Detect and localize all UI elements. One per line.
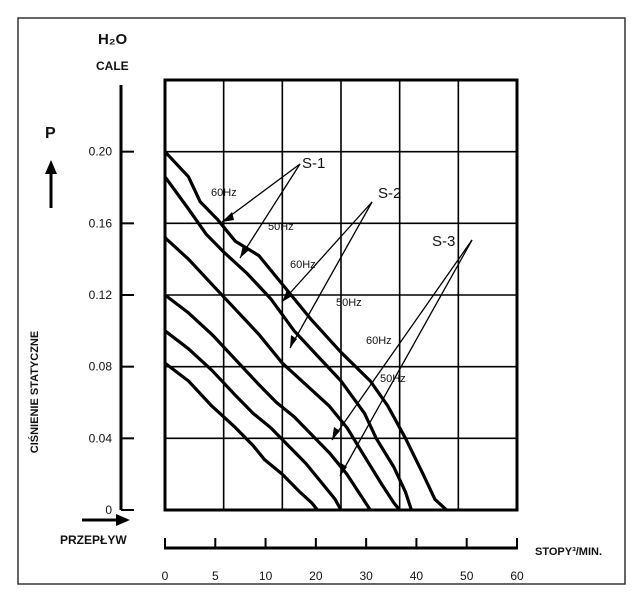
y-axis-title: CIŚNIENIE STATYCZNE xyxy=(28,331,41,453)
label-s2-50hz: 50Hz xyxy=(336,297,362,309)
label-s3-60hz: 60Hz xyxy=(366,335,392,347)
pointer-s1-50hz xyxy=(239,163,301,259)
y-tick-label: 0 xyxy=(105,503,112,517)
pointer-s3-60hz xyxy=(331,239,473,441)
label-s1-60hz: 60Hz xyxy=(211,187,237,199)
curve-series-6 xyxy=(164,361,319,512)
x-ticks: 0 5 10 20 30 40 50 60 xyxy=(162,538,524,583)
x-tick-label: 0 xyxy=(162,569,169,583)
arrowhead xyxy=(282,290,292,302)
curve-series-2 xyxy=(163,175,413,511)
x-tick-label: 40 xyxy=(410,569,424,583)
pointer-s2-60hz xyxy=(281,201,373,303)
pointer-s3-50hz xyxy=(339,239,473,477)
arrowhead xyxy=(290,335,297,348)
y-unit-bottom: CALE xyxy=(96,59,129,73)
grid xyxy=(165,80,517,510)
y-tick-label: 0.12 xyxy=(89,288,113,302)
x-right-arrow xyxy=(82,514,130,526)
pointer-heads xyxy=(222,212,347,476)
arrowhead xyxy=(240,245,249,258)
curve-series-5 xyxy=(164,329,343,511)
arrowhead xyxy=(340,463,347,476)
x-axis-title-left: PRZEPŁYW xyxy=(60,533,127,547)
y-tick-label: 0.20 xyxy=(89,145,113,159)
pointer-arrows xyxy=(221,163,473,477)
label-s3: S-3 xyxy=(432,233,455,250)
x-tick-label: 20 xyxy=(309,569,323,583)
y-ticks: 0 0.04 0.08 0.12 0.16 0.20 xyxy=(89,145,134,517)
curve-series-4 xyxy=(164,293,372,511)
label-s1: S-1 xyxy=(302,155,325,172)
x-tick-label: 10 xyxy=(259,569,273,583)
y-tick-label: 0.16 xyxy=(89,216,113,230)
x-tick-label: 30 xyxy=(359,569,373,583)
label-s2: S-2 xyxy=(378,185,401,202)
y-up-arrow xyxy=(45,160,57,208)
x-axis-title-right: STOPY³/MIN. xyxy=(535,546,602,558)
x-tick-label: 50 xyxy=(460,569,474,583)
y-symbol: P xyxy=(45,125,56,142)
arrowhead xyxy=(222,212,234,222)
x-tick-label: 5 xyxy=(212,569,219,583)
pointer-s2-50hz xyxy=(289,201,373,349)
label-s1-50hz: 50Hz xyxy=(268,221,294,233)
curves xyxy=(163,150,448,512)
label-s2-60hz: 60Hz xyxy=(290,259,316,271)
curve-series-3 xyxy=(163,236,401,512)
y-unit-top: H₂O xyxy=(98,31,127,48)
arrowhead xyxy=(332,427,340,440)
x-tick-label: 60 xyxy=(510,569,524,583)
outer-frame xyxy=(17,17,626,585)
pointer-s1-60hz xyxy=(221,163,301,223)
y-tick-label: 0.08 xyxy=(89,360,113,374)
y-tick-label: 0.04 xyxy=(89,431,113,445)
curve-series-1 xyxy=(163,150,448,512)
label-s3-50hz: 50Hz xyxy=(380,373,406,385)
